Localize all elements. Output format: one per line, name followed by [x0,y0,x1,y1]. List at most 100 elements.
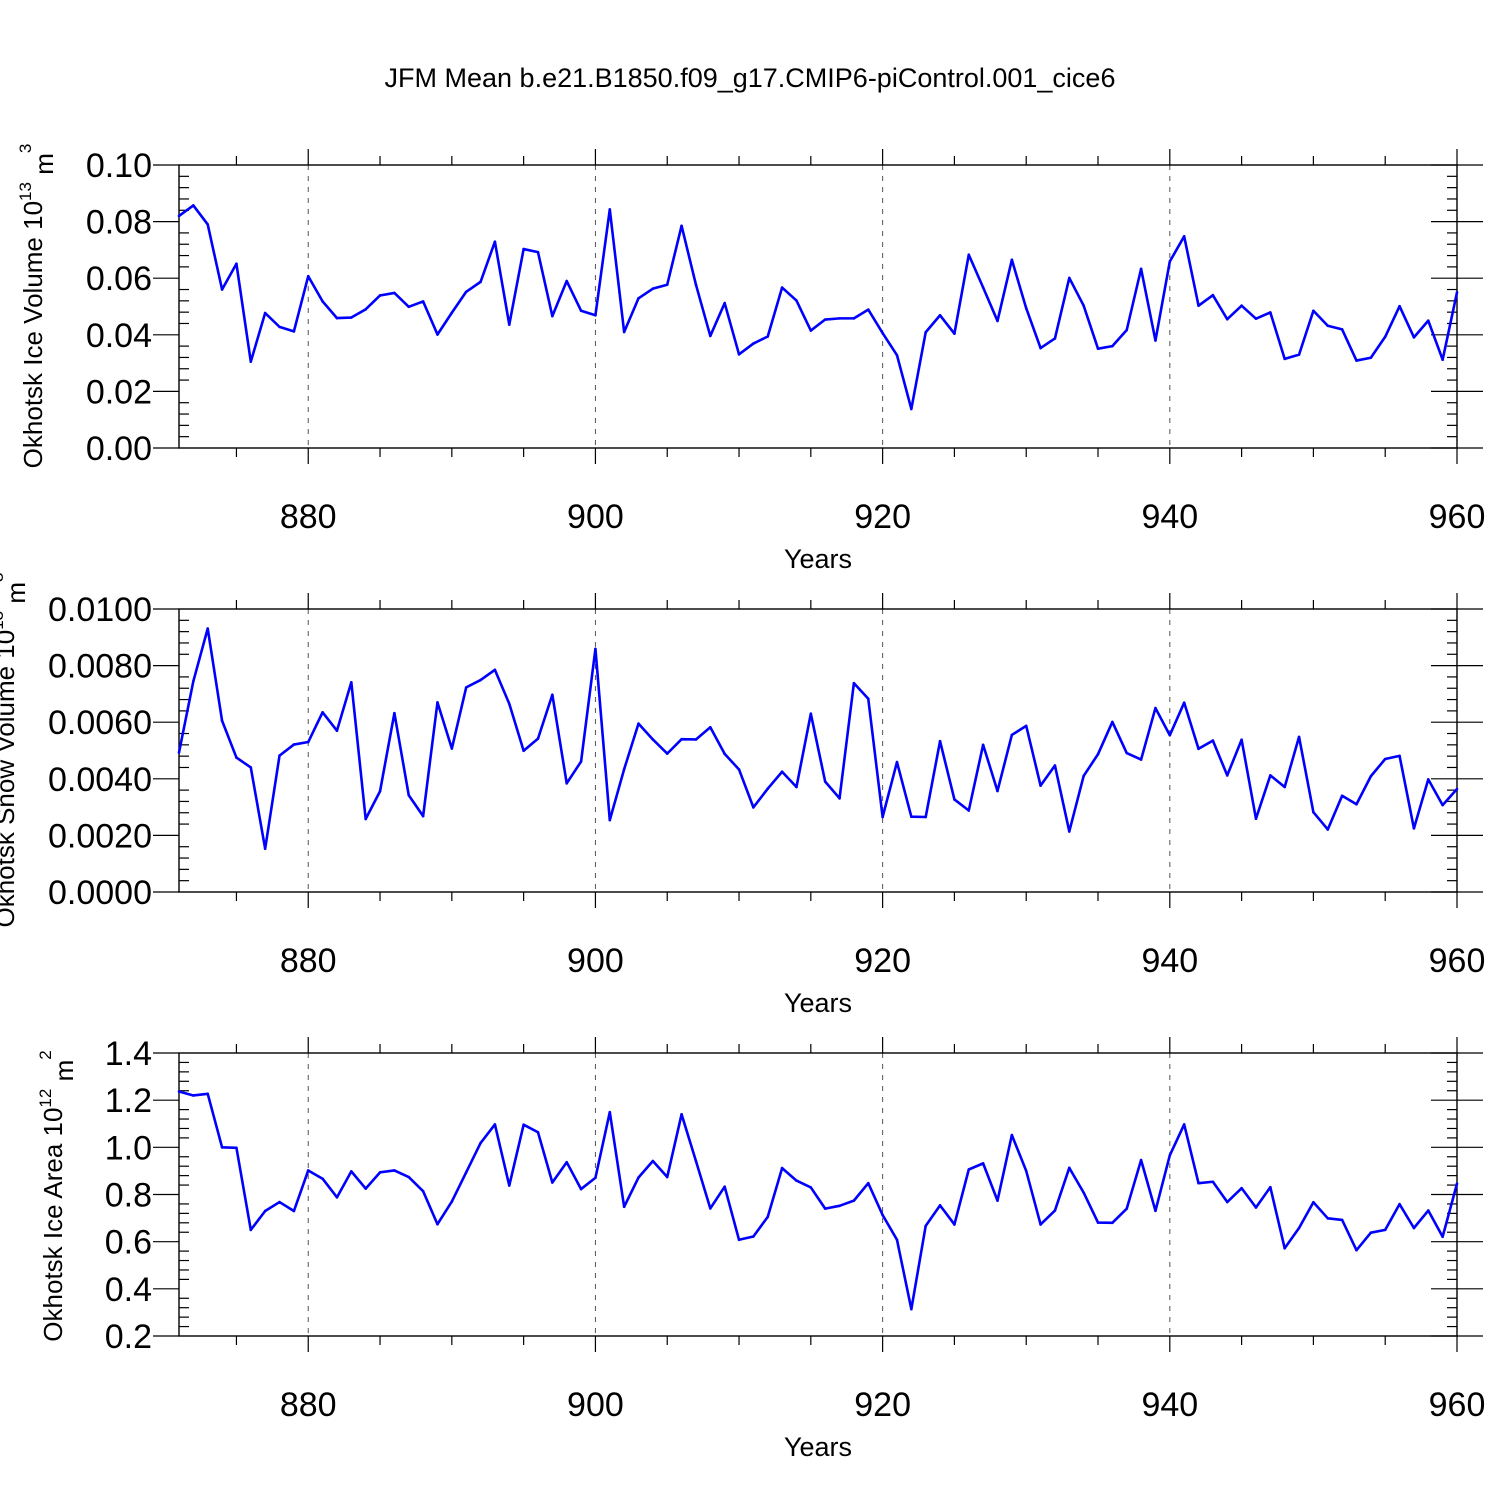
data-point [665,1175,669,1179]
data-point [1412,827,1416,830]
data-point [665,752,669,755]
data-point [680,224,683,228]
data-point [364,817,367,821]
data-point [335,729,339,732]
data-point [694,1159,698,1163]
data-point [464,686,468,689]
y-tick-label: 0.0060 [48,704,152,742]
x-tick-label: 880 [280,498,337,536]
data-point [622,1205,626,1209]
data-point [838,797,841,800]
data-point [579,1187,583,1191]
data-point [967,1168,971,1171]
data-point [737,768,741,771]
data-point [938,739,942,743]
data-point [823,318,827,321]
x-tick-label: 880 [280,1386,337,1424]
data-point [1096,347,1100,350]
data-point [1369,1231,1373,1235]
data-point [1024,1169,1028,1173]
data-point [220,1146,224,1149]
data-point [263,311,267,315]
data-point [393,1169,396,1172]
y-tick-label: 0.0040 [48,761,152,799]
data-point [866,308,870,311]
data-point [1182,235,1186,238]
data-point [823,780,827,783]
data-point [1182,1123,1186,1126]
data-point [737,353,741,356]
data-point [866,697,870,701]
series-line [177,627,1458,851]
data-point [996,1199,999,1202]
data-point [220,288,224,291]
data-point [924,815,927,819]
data-point [953,798,956,801]
data-point [1053,764,1057,767]
data-point [249,360,253,363]
x-tick-label: 940 [1141,498,1198,536]
data-point [306,740,310,744]
data-point [594,1176,597,1180]
data-point [838,317,841,320]
data-point [350,316,353,319]
data-point [938,1204,942,1207]
data-point [1283,1246,1286,1250]
data-point [823,1207,827,1210]
data-point [809,329,813,332]
data-point [1369,774,1373,778]
data-point [608,818,612,822]
data-point [1340,794,1344,798]
data-point [479,280,482,284]
data-point [622,330,626,334]
data-point [278,1200,281,1204]
data-point [1039,784,1042,787]
data-point [278,325,281,329]
data-point [1455,787,1459,791]
data-point [709,1207,712,1210]
y-axis-label-part: Okhotsk Ice Volume 10 [18,201,48,468]
data-point [809,1186,813,1189]
y-tick-label: 1.0 [105,1129,152,1167]
x-tick-label: 940 [1141,1386,1198,1424]
y-tick-label: 0.0080 [48,648,152,686]
data-point [1426,778,1430,781]
data-point [206,1092,210,1096]
data-point [235,756,238,759]
data-point [780,770,784,774]
series-line [178,1090,1459,1311]
data-point [565,279,569,283]
data-point [1010,258,1014,262]
data-point [192,204,195,207]
data-point [852,1199,856,1202]
data-point [1197,304,1200,307]
data-point [723,1185,726,1189]
series-line [178,204,1459,411]
data-point [479,1141,482,1145]
data-point [306,274,310,278]
data-point [594,647,597,651]
data-point [637,1176,640,1179]
data-point [608,208,612,211]
data-point [378,1171,382,1174]
data-point [393,291,396,295]
data-point [881,815,884,819]
data-point [1111,720,1114,724]
data-point [493,240,497,243]
data-point [651,287,655,290]
data-point [1010,1133,1014,1137]
data-point [292,1209,296,1213]
data-point [1225,774,1229,777]
data-point [235,262,238,266]
y-axis-label-part: m [29,153,59,182]
data-point [493,1123,497,1126]
data-point [1082,304,1085,307]
data-point [1326,324,1330,328]
data-point [1211,1180,1215,1184]
x-tick-label: 920 [854,942,911,980]
data-point [177,214,181,218]
figure-title: JFM Mean b.e21.B1850.f09_g17.CMIP6-piCon… [385,63,1116,93]
data-point [335,1196,339,1199]
data-point [1398,304,1401,308]
